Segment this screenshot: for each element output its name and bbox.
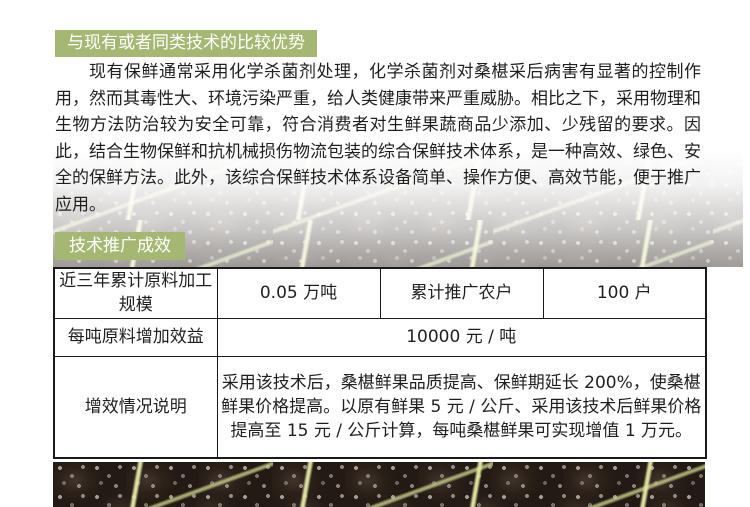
promotion-stats-table: 近三年累计原料加工规模 0.05 万吨 累计推广农户 100 户 每吨原料增加效…	[53, 267, 707, 459]
mulberry-photo-strip-bottom	[53, 462, 705, 507]
section-heading-badge-promotion: 技术推广成效	[55, 232, 185, 260]
cell-raw-material-scale-label: 近三年累计原料加工规模	[53, 267, 218, 319]
comparison-paragraph: 现有保鲜通常采用化学杀菌剂处理，化学杀菌剂对桑椹采后病害有显著的控制作用，然而其…	[55, 62, 701, 215]
table-row: 每吨原料增加效益 10000 元 / 吨	[53, 317, 707, 357]
cell-promoted-farmers-value: 100 户	[542, 267, 707, 319]
section-heading-badge-comparison: 与现有或者同类技术的比较优势	[55, 30, 317, 57]
cell-per-ton-benefit-value: 10000 元 / 吨	[216, 317, 707, 357]
table-row: 增效情况说明 采用该技术后，桑椹鲜果品质提高、保鲜期延长 200%，使桑椹鲜果价…	[53, 355, 707, 459]
cell-per-ton-benefit-label: 每吨原料增加效益	[53, 317, 218, 357]
cell-benefit-description-label: 增效情况说明	[53, 355, 218, 459]
cell-benefit-description-value: 采用该技术后，桑椹鲜果品质提高、保鲜期延长 200%，使桑椹鲜果价格提高。以原有…	[216, 355, 707, 459]
cell-promoted-farmers-label: 累计推广农户	[379, 267, 544, 319]
cell-raw-material-scale-value: 0.05 万吨	[216, 267, 381, 319]
table-row: 近三年累计原料加工规模 0.05 万吨 累计推广农户 100 户	[53, 267, 707, 319]
mulberry-photo-band-faded	[53, 150, 743, 267]
